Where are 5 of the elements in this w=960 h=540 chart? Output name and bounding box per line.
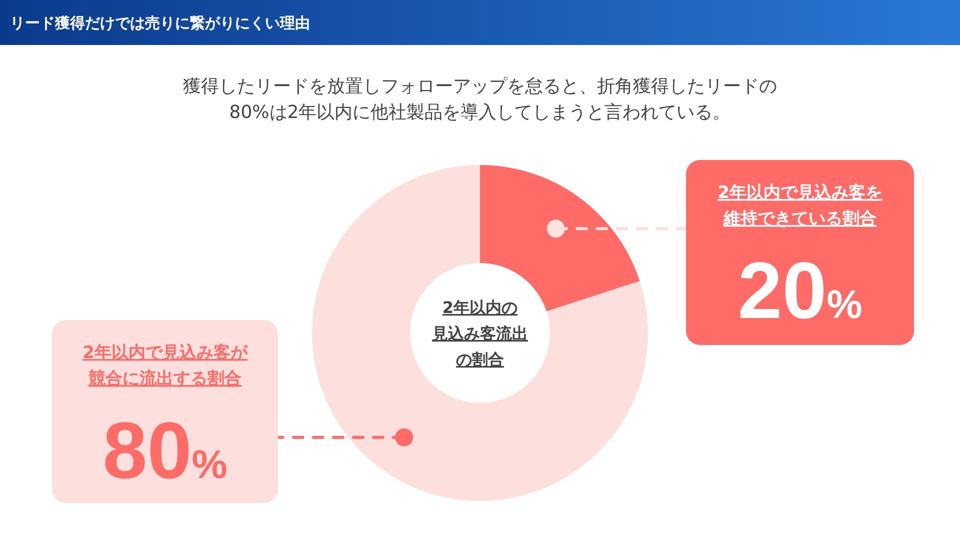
data-label: 80% <box>102 406 228 495</box>
donut-slice <box>312 165 648 501</box>
data-label: 20% <box>738 246 862 335</box>
chart-title: リード獲得だけでは売りに繋がりにくい理由 <box>10 14 310 32</box>
chart-subtitle: 獲得したリードを放置しフォローアップを怠ると、折角獲得したリードの 80%は2年以内に他社製品を導入してしまうと言われている。 <box>183 76 777 123</box>
